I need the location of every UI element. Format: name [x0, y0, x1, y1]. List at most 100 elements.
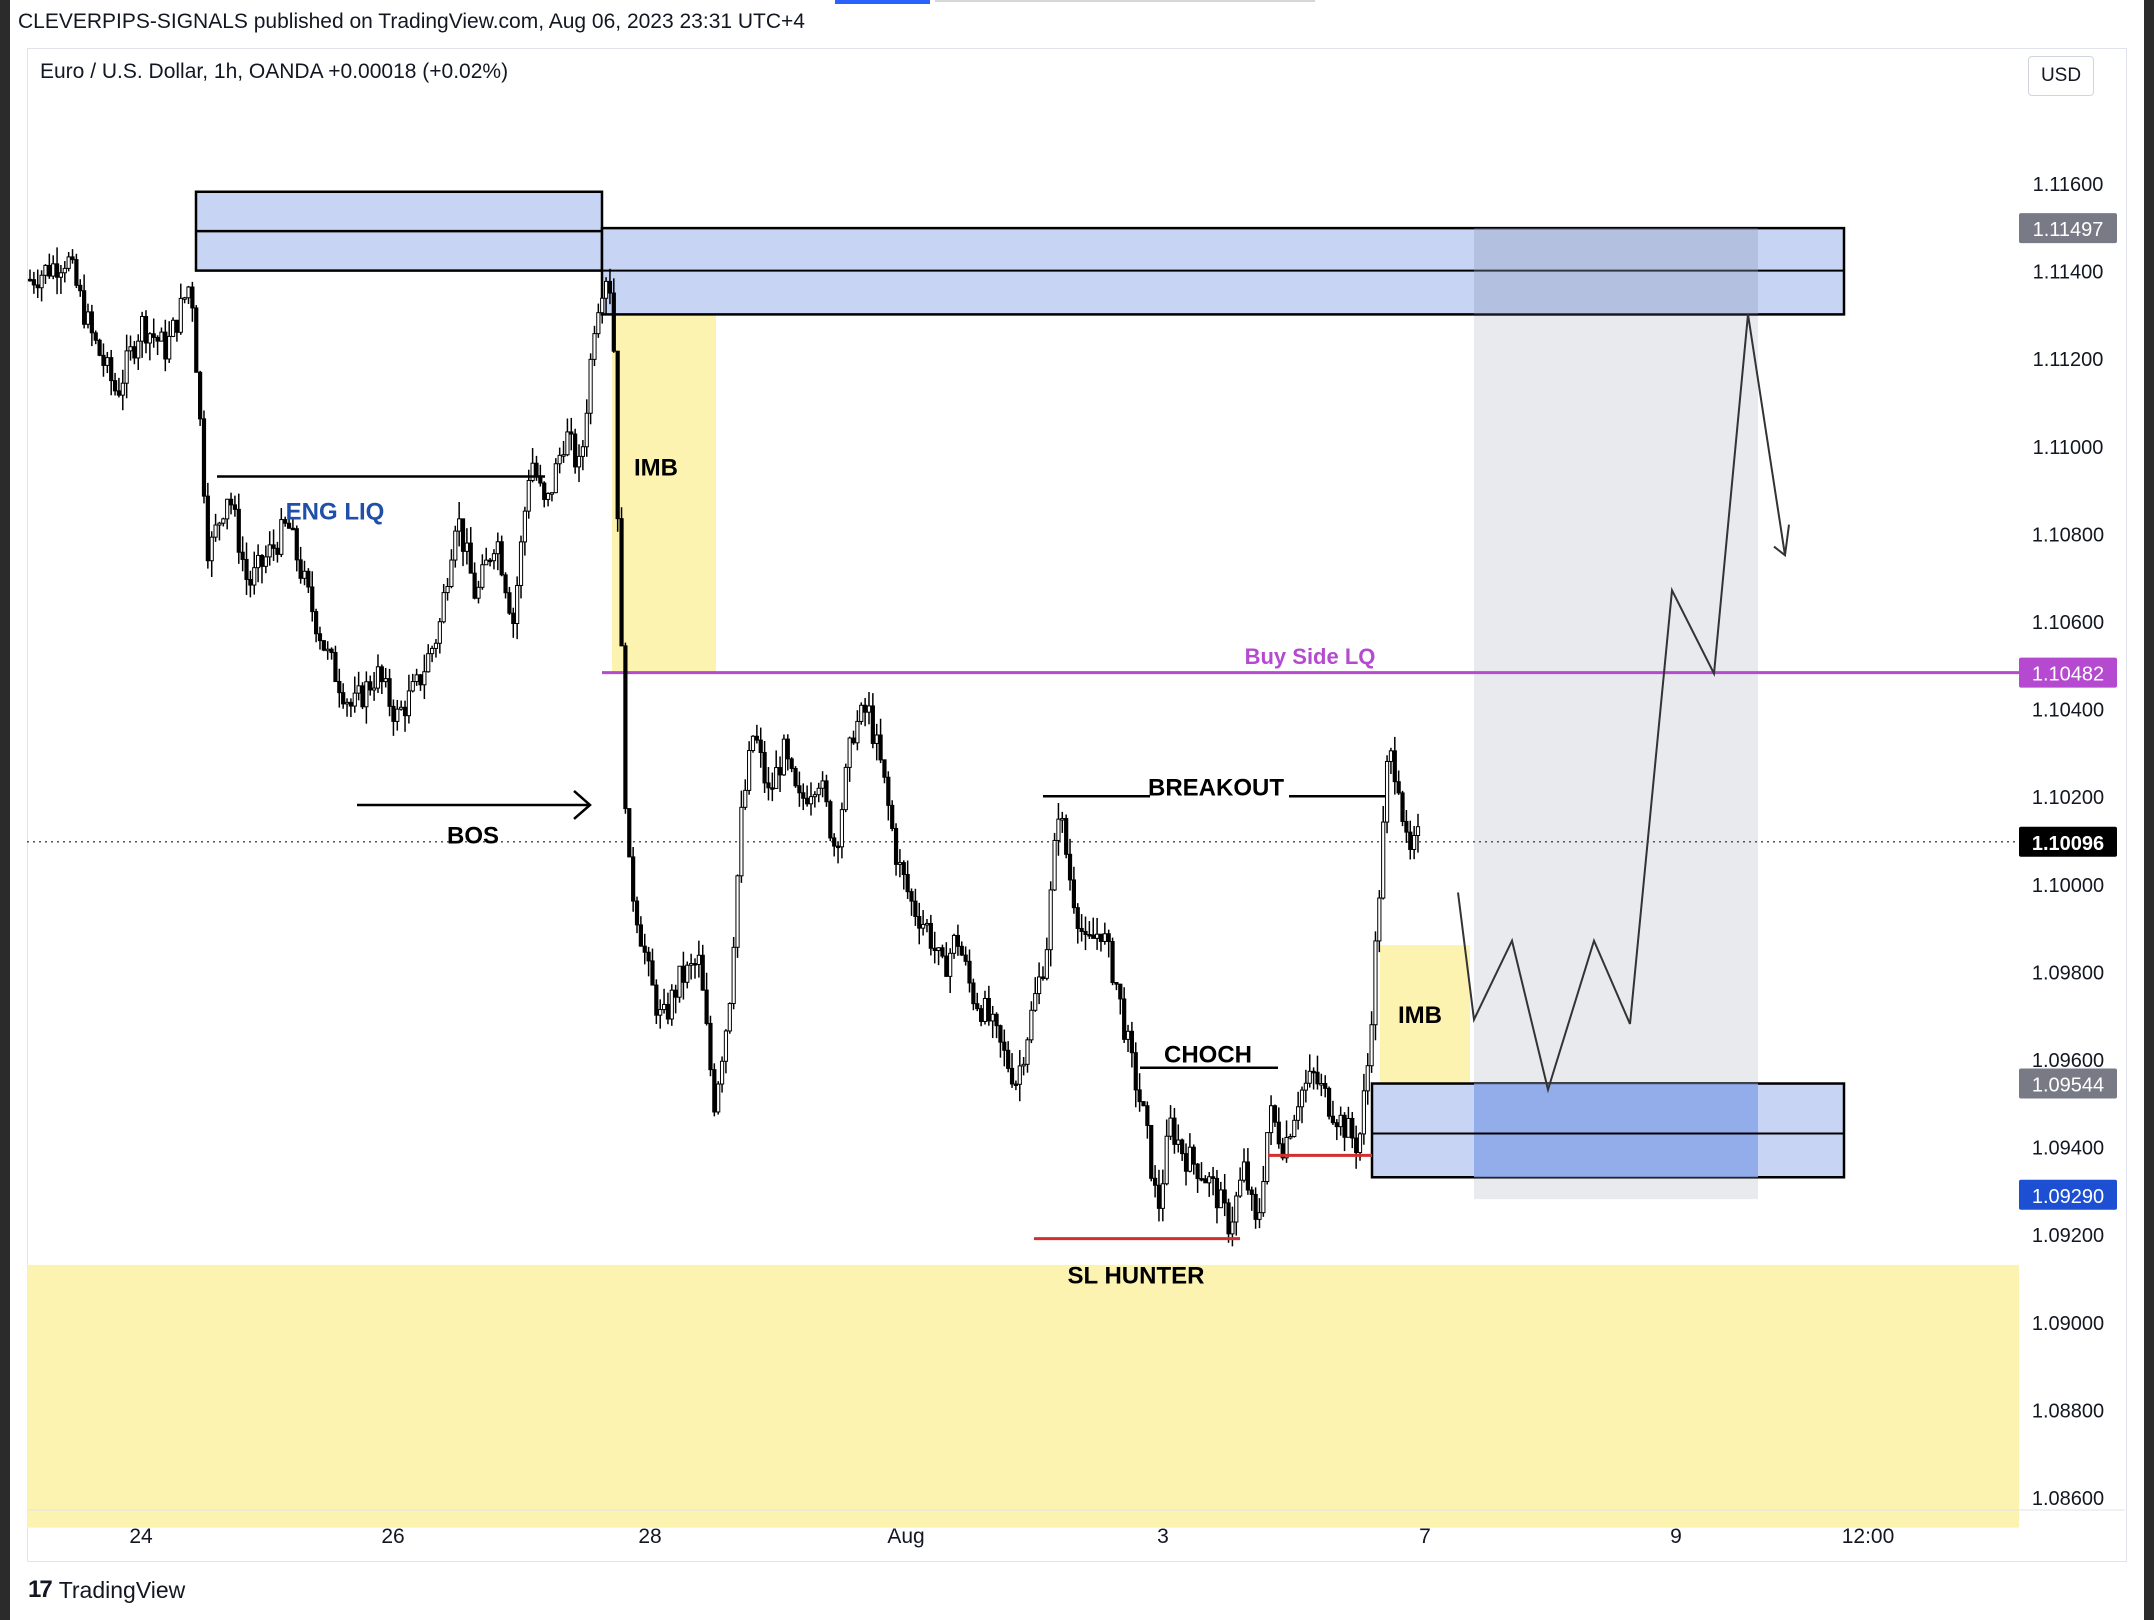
candle-body — [457, 518, 462, 532]
candle-body — [499, 541, 504, 576]
candle-body — [1315, 1071, 1320, 1085]
candle-body — [1110, 941, 1115, 984]
candle-body — [1415, 826, 1421, 836]
candle-body — [491, 553, 497, 562]
price-label-box — [2019, 657, 2117, 688]
candle-body — [878, 734, 883, 761]
candle-body — [1234, 1195, 1239, 1223]
x-tick-label: 7 — [1419, 1525, 1431, 1548]
candle-body — [290, 527, 296, 531]
candle-body — [1067, 853, 1073, 881]
candle-body — [1203, 1178, 1208, 1184]
candle-body — [882, 759, 887, 778]
price-label: 1.10096 — [2032, 833, 2104, 855]
candle-body — [866, 705, 872, 713]
demand-zone-overlap — [1474, 1083, 1758, 1178]
candle-body — [631, 856, 636, 902]
candle-body — [731, 946, 736, 1005]
price-label: 1.09544 — [2032, 1075, 2104, 1097]
candle-body — [62, 267, 67, 274]
candle-body — [812, 794, 817, 798]
candle-body — [1187, 1146, 1192, 1172]
candle-body — [692, 963, 698, 966]
candle-body — [569, 431, 574, 435]
x-tick-label: 12:00 — [1842, 1525, 1895, 1548]
candle-body — [1083, 930, 1088, 936]
candle-body — [1276, 1121, 1281, 1145]
candle-body — [1152, 1177, 1158, 1186]
candle-body — [1253, 1193, 1258, 1220]
candle-body — [1091, 934, 1096, 939]
candle-body — [975, 1003, 980, 1010]
candle-body — [1125, 1030, 1131, 1040]
candle-body — [286, 522, 292, 529]
annotation-label: BOS — [447, 822, 499, 849]
candle-body — [766, 782, 771, 789]
candle-body — [1160, 1183, 1165, 1209]
candle-body — [43, 264, 48, 276]
candle-body — [1013, 1083, 1019, 1086]
candle-body — [913, 900, 918, 918]
candle-body — [267, 544, 272, 558]
candle-body — [743, 789, 748, 808]
candle-body — [573, 433, 578, 468]
candle-body — [542, 482, 547, 500]
candle-body — [410, 681, 415, 692]
candle-body — [445, 585, 450, 594]
candle-body — [368, 681, 373, 691]
candle-body — [35, 284, 40, 289]
candle-body — [321, 640, 326, 651]
candle-body — [147, 333, 152, 344]
candle-body — [909, 891, 914, 902]
candle-body — [1311, 1070, 1316, 1074]
candle-body — [1145, 1105, 1150, 1126]
y-tick-label: 1.08800 — [2032, 1400, 2104, 1422]
candle-body — [402, 706, 408, 717]
candle-body — [518, 541, 524, 586]
candle-body — [1149, 1124, 1154, 1179]
candle-body — [704, 989, 709, 1024]
candle-body — [240, 551, 245, 560]
candle-body — [874, 734, 879, 744]
y-tick-label: 1.10200 — [2032, 787, 2104, 809]
y-tick-label: 1.09400 — [2032, 1138, 2104, 1160]
candle-body — [105, 357, 110, 366]
candle-body — [1098, 933, 1104, 942]
candle-body — [97, 339, 102, 356]
candle-body — [816, 787, 821, 796]
candle-body — [1303, 1082, 1308, 1091]
top-tab-strip — [935, 0, 1315, 2]
candle-body — [1009, 1067, 1015, 1085]
candle-body — [1241, 1161, 1247, 1181]
x-tick-label: 28 — [638, 1525, 661, 1548]
candle-body — [685, 964, 690, 983]
candle-body — [1114, 982, 1119, 985]
y-tick-label: 1.10800 — [2032, 524, 2104, 546]
candle-body — [1342, 1114, 1347, 1138]
candle-body — [1094, 933, 1100, 939]
currency-button[interactable]: USD — [2028, 56, 2094, 96]
candle-body — [437, 621, 442, 644]
candle-body — [468, 542, 473, 574]
candle-body — [325, 648, 330, 652]
candle-body — [310, 586, 315, 613]
candle-body — [484, 559, 489, 566]
candle-body — [78, 284, 83, 292]
right-border — [2144, 0, 2154, 1620]
candle-body — [932, 947, 937, 952]
candle-body — [1195, 1163, 1200, 1180]
tradingview-logo[interactable]: 17 TradingView — [28, 1576, 185, 1604]
discount-zone — [27, 1264, 2019, 1528]
candle-body — [530, 462, 535, 481]
candle-body — [1296, 1106, 1301, 1121]
candle-body — [441, 592, 446, 623]
price-label: 1.11497 — [2033, 219, 2104, 241]
candle-body — [58, 272, 64, 278]
candle-body — [163, 331, 168, 360]
tradingview-brand-text: TradingView — [58, 1576, 186, 1603]
left-border — [0, 0, 10, 1620]
candle-body — [182, 297, 187, 300]
candle-body — [719, 1060, 725, 1085]
candle-body — [1079, 927, 1084, 932]
